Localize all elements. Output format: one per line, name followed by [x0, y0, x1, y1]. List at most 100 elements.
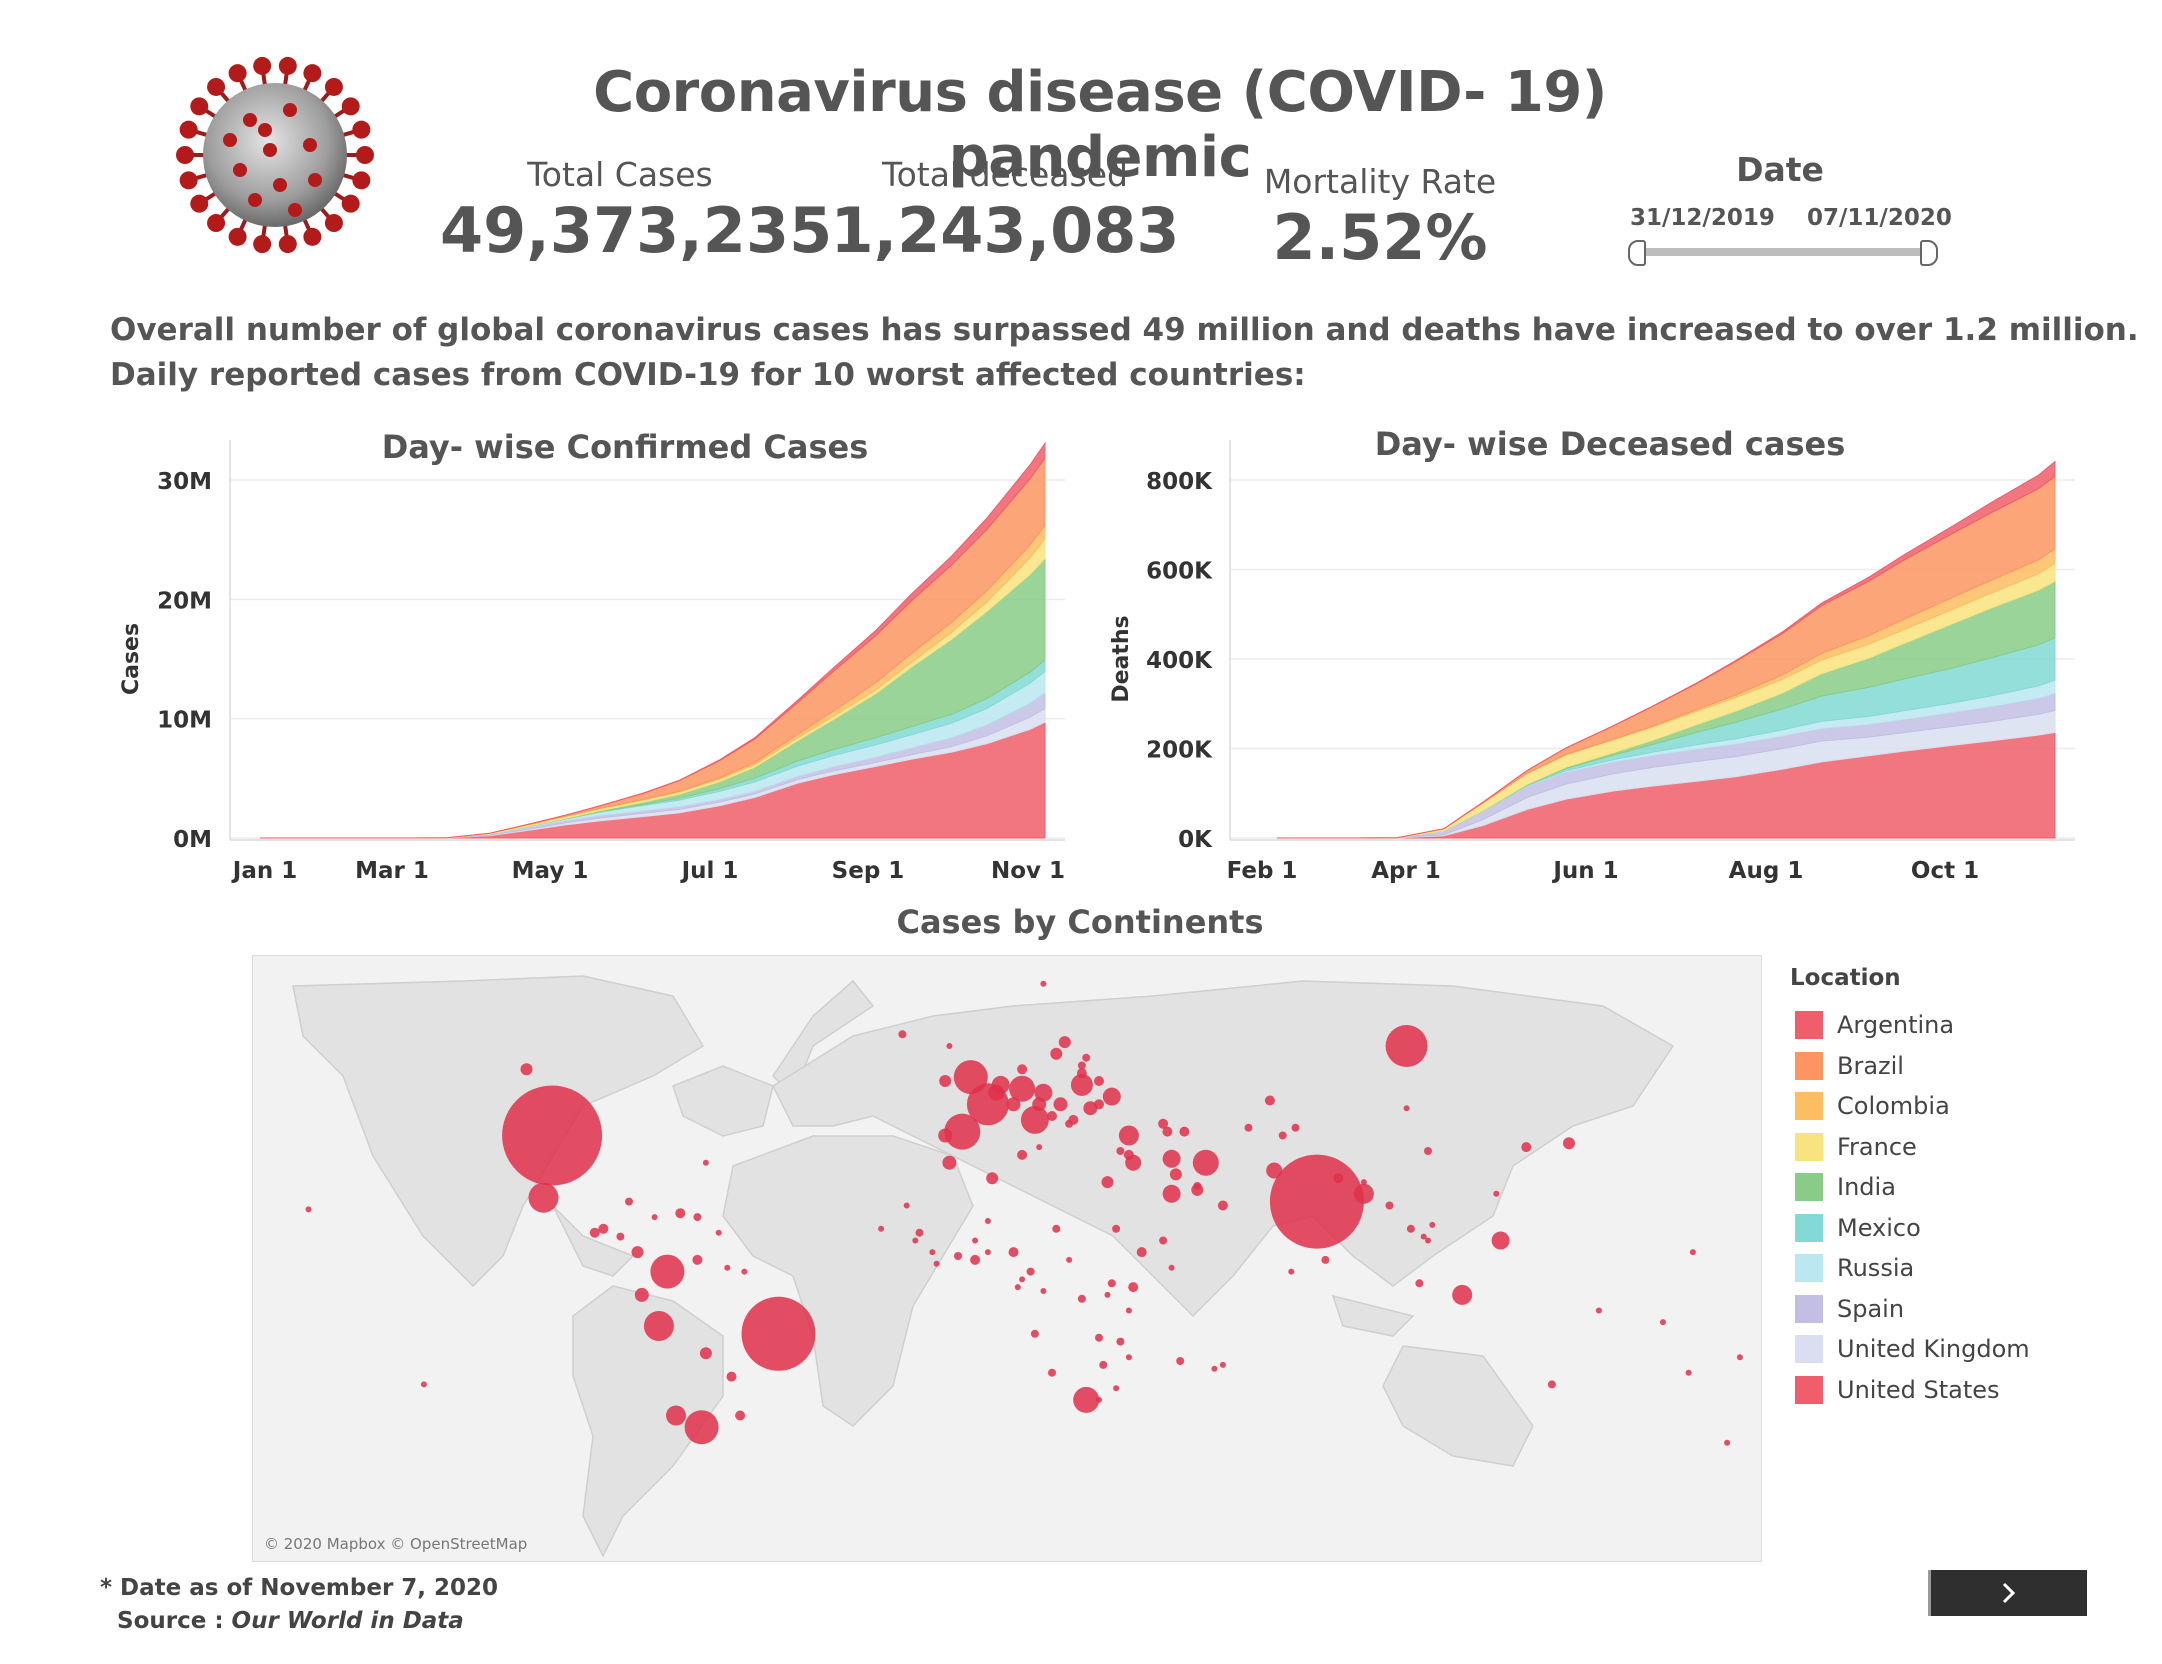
- legend-item-russia[interactable]: Russia: [1795, 1248, 1914, 1288]
- country-bubble[interactable]: [915, 1228, 924, 1237]
- country-bubble[interactable]: [1048, 1368, 1056, 1377]
- country-bubble[interactable]: [1096, 1396, 1102, 1403]
- country-bubble[interactable]: [1217, 1200, 1228, 1211]
- country-bubble[interactable]: [1083, 1101, 1098, 1116]
- country-bubble[interactable]: [1073, 1386, 1100, 1413]
- country-bubble[interactable]: [1425, 1237, 1431, 1244]
- country-bubble[interactable]: [1128, 1282, 1139, 1293]
- country-bubble[interactable]: [1452, 1284, 1473, 1305]
- area-series-argentina[interactable]: [1277, 460, 2056, 839]
- country-bubble[interactable]: [1415, 1279, 1424, 1288]
- country-bubble[interactable]: [1008, 1247, 1019, 1258]
- country-bubble[interactable]: [1491, 1231, 1510, 1250]
- country-bubble[interactable]: [1070, 1073, 1093, 1096]
- country-bubble[interactable]: [953, 1060, 988, 1095]
- country-bubble[interactable]: [1030, 1329, 1039, 1338]
- country-bubble[interactable]: [1125, 1354, 1132, 1361]
- country-bubble[interactable]: [1193, 1182, 1202, 1190]
- country-bubble[interactable]: [634, 1287, 649, 1302]
- country-bubble[interactable]: [944, 1113, 981, 1150]
- country-bubble[interactable]: [1034, 1083, 1053, 1102]
- country-bubble[interactable]: [1420, 1233, 1427, 1240]
- date-slider-end-handle[interactable]: [1920, 240, 1938, 266]
- next-page-button[interactable]: [1928, 1570, 2087, 1616]
- country-bubble[interactable]: [502, 1085, 603, 1186]
- country-bubble[interactable]: [933, 1260, 940, 1267]
- area-series-argentina[interactable]: [260, 441, 1046, 839]
- country-bubble[interactable]: [741, 1268, 748, 1275]
- legend-item-colombia[interactable]: Colombia: [1795, 1086, 1950, 1126]
- country-bubble[interactable]: [1406, 1224, 1415, 1233]
- country-bubble[interactable]: [651, 1214, 658, 1221]
- country-bubble[interactable]: [942, 1155, 957, 1170]
- country-bubble[interactable]: [912, 1237, 919, 1244]
- country-bubble[interactable]: [1112, 1224, 1121, 1233]
- legend-item-united-kingdom[interactable]: United Kingdom: [1795, 1329, 2030, 1369]
- country-bubble[interactable]: [1123, 1149, 1134, 1160]
- country-bubble[interactable]: [1288, 1268, 1295, 1275]
- country-bubble[interactable]: [1050, 1047, 1063, 1060]
- country-bubble[interactable]: [735, 1410, 746, 1421]
- legend-item-france[interactable]: France: [1795, 1127, 1917, 1167]
- country-bubble[interactable]: [1077, 1294, 1086, 1303]
- country-bubble[interactable]: [1353, 1183, 1374, 1204]
- country-bubble[interactable]: [1244, 1123, 1253, 1132]
- country-bubble[interactable]: [1689, 1249, 1696, 1256]
- country-bubble[interactable]: [1660, 1319, 1666, 1326]
- country-bubble[interactable]: [1385, 1201, 1394, 1210]
- legend-item-brazil[interactable]: Brazil: [1795, 1046, 1904, 1086]
- deceased-cases-chart[interactable]: 0K 200K 400K 600K 800K Feb 1 Apr 1 Jun 1 Aug 1 Oc…: [1100, 420, 2100, 900]
- country-bubble[interactable]: [1101, 1176, 1114, 1189]
- country-bubble[interactable]: [1032, 1097, 1047, 1112]
- country-bubble[interactable]: [1076, 1068, 1087, 1079]
- legend-item-argentina[interactable]: Argentina: [1795, 1005, 1954, 1045]
- date-slider-start-handle[interactable]: [1628, 240, 1646, 266]
- country-bubble[interactable]: [1118, 1125, 1139, 1146]
- country-bubble[interactable]: [1066, 1256, 1073, 1263]
- country-bubble[interactable]: [903, 1202, 910, 1209]
- country-bubble[interactable]: [666, 1405, 686, 1426]
- country-bubble[interactable]: [1176, 1357, 1185, 1365]
- country-bubble[interactable]: [986, 1172, 999, 1185]
- country-bubble[interactable]: [631, 1246, 644, 1259]
- country-bubble[interactable]: [1162, 1126, 1173, 1137]
- country-bubble[interactable]: [1006, 1097, 1021, 1112]
- country-bubble[interactable]: [1009, 1075, 1036, 1102]
- country-bubble[interactable]: [1736, 1354, 1743, 1361]
- country-bubble[interactable]: [1102, 1087, 1121, 1106]
- map-canvas[interactable]: [253, 956, 1761, 1561]
- country-bubble[interactable]: [1040, 980, 1047, 987]
- country-bubble[interactable]: [1563, 1137, 1575, 1150]
- country-bubble[interactable]: [1095, 1333, 1103, 1342]
- country-bubble[interactable]: [1385, 1025, 1428, 1067]
- country-bubble[interactable]: [1040, 1288, 1047, 1294]
- country-bubble[interactable]: [1547, 1380, 1556, 1389]
- country-bubble[interactable]: [1094, 1076, 1104, 1086]
- country-bubble[interactable]: [1595, 1307, 1602, 1314]
- country-bubble[interactable]: [1521, 1142, 1532, 1153]
- country-bubble[interactable]: [1020, 1105, 1049, 1134]
- country-bubble[interactable]: [1333, 1173, 1344, 1184]
- country-bubble[interactable]: [643, 1311, 674, 1341]
- country-bubble[interactable]: [1685, 1369, 1692, 1376]
- country-bubble[interactable]: [675, 1208, 686, 1219]
- country-bubble[interactable]: [1047, 1111, 1057, 1121]
- country-bubble[interactable]: [528, 1182, 559, 1213]
- country-bubble[interactable]: [988, 1084, 1005, 1101]
- country-bubble[interactable]: [939, 1075, 952, 1087]
- country-bubble[interactable]: [1291, 1123, 1300, 1132]
- country-bubble[interactable]: [1019, 1276, 1026, 1283]
- country-bubble[interactable]: [1278, 1131, 1287, 1140]
- country-bubble[interactable]: [692, 1254, 703, 1265]
- country-bubble[interactable]: [1168, 1264, 1175, 1271]
- country-bubble[interactable]: [1266, 1162, 1283, 1179]
- country-bubble[interactable]: [1403, 1105, 1410, 1112]
- country-bubble[interactable]: [726, 1371, 737, 1382]
- country-bubble[interactable]: [1065, 1119, 1074, 1128]
- country-bubble[interactable]: [1107, 1279, 1116, 1288]
- country-bubble[interactable]: [724, 1264, 731, 1271]
- country-bubble[interactable]: [954, 1252, 962, 1260]
- legend-item-united-states[interactable]: United States: [1795, 1370, 2000, 1410]
- country-bubble[interactable]: [1162, 1149, 1181, 1168]
- country-bubble[interactable]: [898, 1030, 907, 1039]
